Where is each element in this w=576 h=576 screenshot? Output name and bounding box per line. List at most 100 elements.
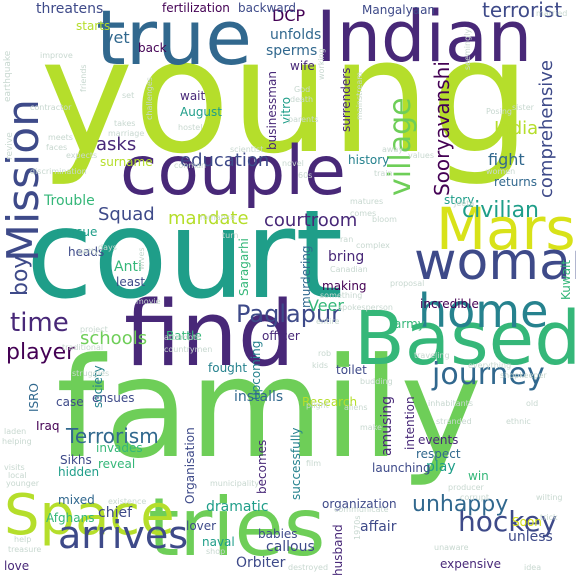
- word-naval: naval: [202, 535, 235, 549]
- word-stranded: stranded: [436, 417, 472, 426]
- word-spokesperson: spokesperson: [338, 303, 393, 312]
- word-murdering: murdering: [299, 245, 313, 308]
- word-officer: officer: [262, 329, 300, 343]
- word-bring: bring: [328, 249, 365, 265]
- word-days: days: [98, 243, 117, 252]
- word-invades: invades: [96, 441, 143, 455]
- word-traditional: traditional: [62, 343, 104, 352]
- word-trick: trick: [540, 513, 558, 522]
- word-local: local: [8, 471, 27, 480]
- word-based: Based: [354, 296, 576, 382]
- word-asks: asks: [96, 134, 137, 155]
- word-businessman: businessman: [265, 71, 279, 150]
- word-takes: takes: [114, 119, 136, 128]
- word-turn: turn: [222, 231, 239, 240]
- word-working: working: [317, 48, 326, 80]
- word-events: events: [418, 433, 459, 447]
- word-discrimination: discrimination: [30, 167, 87, 176]
- word-bloom: bloom: [372, 215, 397, 224]
- word-veer: Veer: [308, 296, 344, 315]
- word-unaware: unaware: [434, 543, 469, 552]
- word-play: play: [426, 459, 456, 475]
- word-organisation: Organisation: [183, 427, 197, 504]
- word-reveal: reveal: [98, 457, 136, 471]
- word-posing: Posing: [486, 107, 512, 116]
- word-respect: respect: [416, 447, 461, 461]
- word-ensues: ensues: [92, 391, 135, 405]
- word-starts: starts: [76, 19, 111, 33]
- word-friends: friends: [79, 64, 88, 92]
- word-mainstream: mainstream: [355, 71, 364, 120]
- word-unfolds: unfolds: [270, 27, 322, 43]
- word-comprehensive: comprehensive: [536, 60, 557, 198]
- word-fought: fought: [208, 361, 248, 375]
- word-installs: installs: [234, 389, 284, 405]
- word-sooryavanshi: Sooryavanshi: [430, 61, 454, 196]
- word-married: married: [536, 9, 568, 18]
- word-terrorist: terrorist: [482, 0, 563, 22]
- word-visits: visits: [4, 463, 25, 472]
- word-seemingly: seemingly: [463, 28, 472, 70]
- word-project: project: [80, 325, 108, 334]
- word-research: Research: [302, 395, 358, 409]
- word-trouble: Trouble: [44, 193, 95, 209]
- word-corrupt: corrupt: [460, 493, 490, 502]
- word-anti: Anti: [114, 259, 142, 275]
- word-dcp: DCP: [272, 6, 306, 25]
- word-kids: kids: [312, 361, 329, 370]
- word-unhappy: unhappy: [412, 492, 509, 517]
- word-space: Space: [4, 483, 175, 548]
- word-matures: matures: [350, 197, 384, 206]
- word-afghans: Afghans: [46, 511, 95, 525]
- word-improve: improve: [40, 51, 73, 60]
- word-amusing: amusing: [379, 395, 395, 456]
- word-faces: faces: [46, 143, 68, 152]
- word-history: history: [348, 153, 390, 167]
- word-battle: Battle: [166, 329, 202, 343]
- word-mandate: mandate: [168, 208, 249, 229]
- word-squad: Squad: [98, 204, 155, 225]
- word-away: away: [382, 145, 404, 154]
- word-movie: movie: [136, 297, 161, 306]
- word-yet: yet: [104, 28, 130, 47]
- word-chief: chief: [98, 505, 133, 521]
- word-rob: rob: [318, 349, 332, 358]
- word-true: true: [96, 0, 252, 82]
- word-women: women: [486, 167, 516, 176]
- word-court: court: [26, 184, 344, 326]
- word-destroyed: destroyed: [288, 563, 329, 572]
- word-plight: plight: [306, 401, 329, 410]
- word-army: army: [394, 317, 425, 331]
- word-mars: Mars: [436, 195, 576, 263]
- word-make: make: [360, 423, 382, 432]
- word-love: love: [4, 559, 30, 573]
- word-player: player: [6, 340, 76, 365]
- word-aliens: aliens: [344, 403, 368, 412]
- word-schools: schools: [80, 328, 148, 349]
- word-arrives: arrives: [58, 513, 189, 557]
- word-ethnic: ethnic: [506, 417, 531, 426]
- word-sister: sister: [512, 103, 534, 112]
- word-contractor: contractor: [30, 103, 72, 112]
- word-producer: producer: [448, 483, 484, 492]
- word-old: old: [526, 399, 539, 408]
- word-help: help: [14, 535, 32, 544]
- word-iraq: Iraq: [36, 419, 60, 433]
- word-complex: complex: [356, 241, 390, 250]
- word-challenges: challenges: [145, 77, 154, 120]
- word-surrenders: surrenders: [339, 67, 353, 132]
- word-traveling: traveling: [414, 351, 450, 360]
- word-returns: returns: [494, 175, 537, 189]
- word-paglapur: Paglapur: [236, 300, 342, 328]
- word-organization: organization: [322, 497, 397, 511]
- word-woman: woman: [414, 232, 576, 292]
- word-shop: shop: [206, 547, 226, 556]
- word-time: time: [10, 308, 69, 338]
- word-terrorism: Terrorism: [66, 424, 159, 448]
- word-husband: husband: [331, 524, 345, 576]
- word-budding: budding: [360, 377, 393, 386]
- word-callous: callous: [266, 539, 315, 555]
- word-fertilization: fertilization: [162, 1, 230, 15]
- word-everything: everything: [468, 361, 512, 370]
- word-young: young: [40, 5, 531, 189]
